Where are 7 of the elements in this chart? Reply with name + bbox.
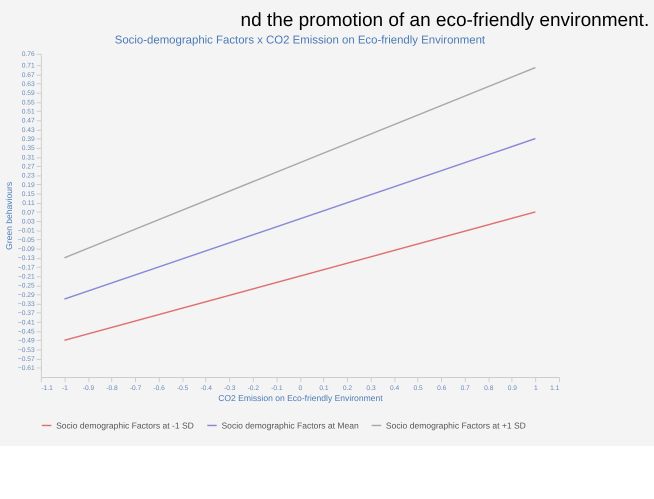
y-axis-title: Green behaviours (4, 182, 14, 250)
text: nd the promotion of an eco-friendly environment. (240, 10, 650, 32)
x-axis-title: CO2 Emission on Eco-friendly Environment (218, 393, 384, 404)
legend-label: Socio demographic Factors at -1 SD (56, 420, 194, 430)
legend-label: Socio demographic Factors at +1 SD (386, 420, 526, 430)
chart-title: Socio-demographic Factors x CO2 Emission on Eco-friendly Environment (114, 34, 486, 46)
legend-label: Socio demographic Factors at Mean (221, 420, 360, 430)
